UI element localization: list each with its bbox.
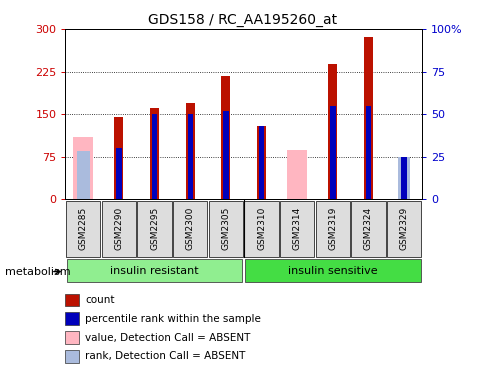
Bar <box>187 114 193 199</box>
Bar <box>365 106 370 199</box>
Bar <box>258 126 264 199</box>
Bar <box>185 103 194 199</box>
Bar <box>102 201 136 257</box>
Bar <box>350 201 385 257</box>
Text: percentile rank within the sample: percentile rank within the sample <box>85 314 261 324</box>
Text: value, Detection Call = ABSENT: value, Detection Call = ABSENT <box>85 333 250 343</box>
Bar <box>114 117 123 199</box>
Bar <box>257 126 265 199</box>
Bar <box>67 259 242 283</box>
Bar <box>315 201 349 257</box>
Text: GSM2319: GSM2319 <box>328 207 337 250</box>
Bar <box>330 106 335 199</box>
Bar <box>244 259 420 283</box>
Text: insulin resistant: insulin resistant <box>110 266 198 276</box>
Bar <box>328 64 336 199</box>
Bar <box>65 331 79 344</box>
Text: GDS158 / RC_AA195260_at: GDS158 / RC_AA195260_at <box>148 13 336 27</box>
Bar <box>137 201 171 257</box>
Bar <box>65 350 79 363</box>
Bar <box>221 76 230 199</box>
Text: GSM2329: GSM2329 <box>399 207 408 250</box>
Text: rank, Detection Call = ABSENT: rank, Detection Call = ABSENT <box>85 351 245 361</box>
Text: GSM2295: GSM2295 <box>150 207 159 250</box>
Text: GSM2285: GSM2285 <box>78 207 88 250</box>
Bar <box>223 111 228 199</box>
Bar <box>401 157 406 199</box>
Bar <box>74 137 93 199</box>
Bar <box>116 149 121 199</box>
Bar <box>150 108 159 199</box>
Text: GSM2305: GSM2305 <box>221 207 230 250</box>
Bar <box>397 157 409 199</box>
Bar <box>287 150 306 199</box>
Text: GSM2310: GSM2310 <box>257 207 266 250</box>
Bar <box>208 201 242 257</box>
Text: metabolism: metabolism <box>5 266 70 277</box>
Bar <box>66 201 100 257</box>
Text: GSM2324: GSM2324 <box>363 207 372 250</box>
Bar <box>65 313 79 325</box>
Bar <box>386 201 421 257</box>
Bar <box>151 114 157 199</box>
Bar <box>244 201 278 257</box>
Bar <box>363 37 372 199</box>
Bar <box>173 201 207 257</box>
Text: count: count <box>85 295 115 305</box>
Text: insulin sensitive: insulin sensitive <box>287 266 377 276</box>
Text: GSM2290: GSM2290 <box>114 207 123 250</box>
Text: GSM2314: GSM2314 <box>292 207 301 250</box>
Text: GSM2300: GSM2300 <box>185 207 195 250</box>
Bar <box>65 294 79 306</box>
Bar <box>279 201 314 257</box>
Bar <box>77 151 90 199</box>
